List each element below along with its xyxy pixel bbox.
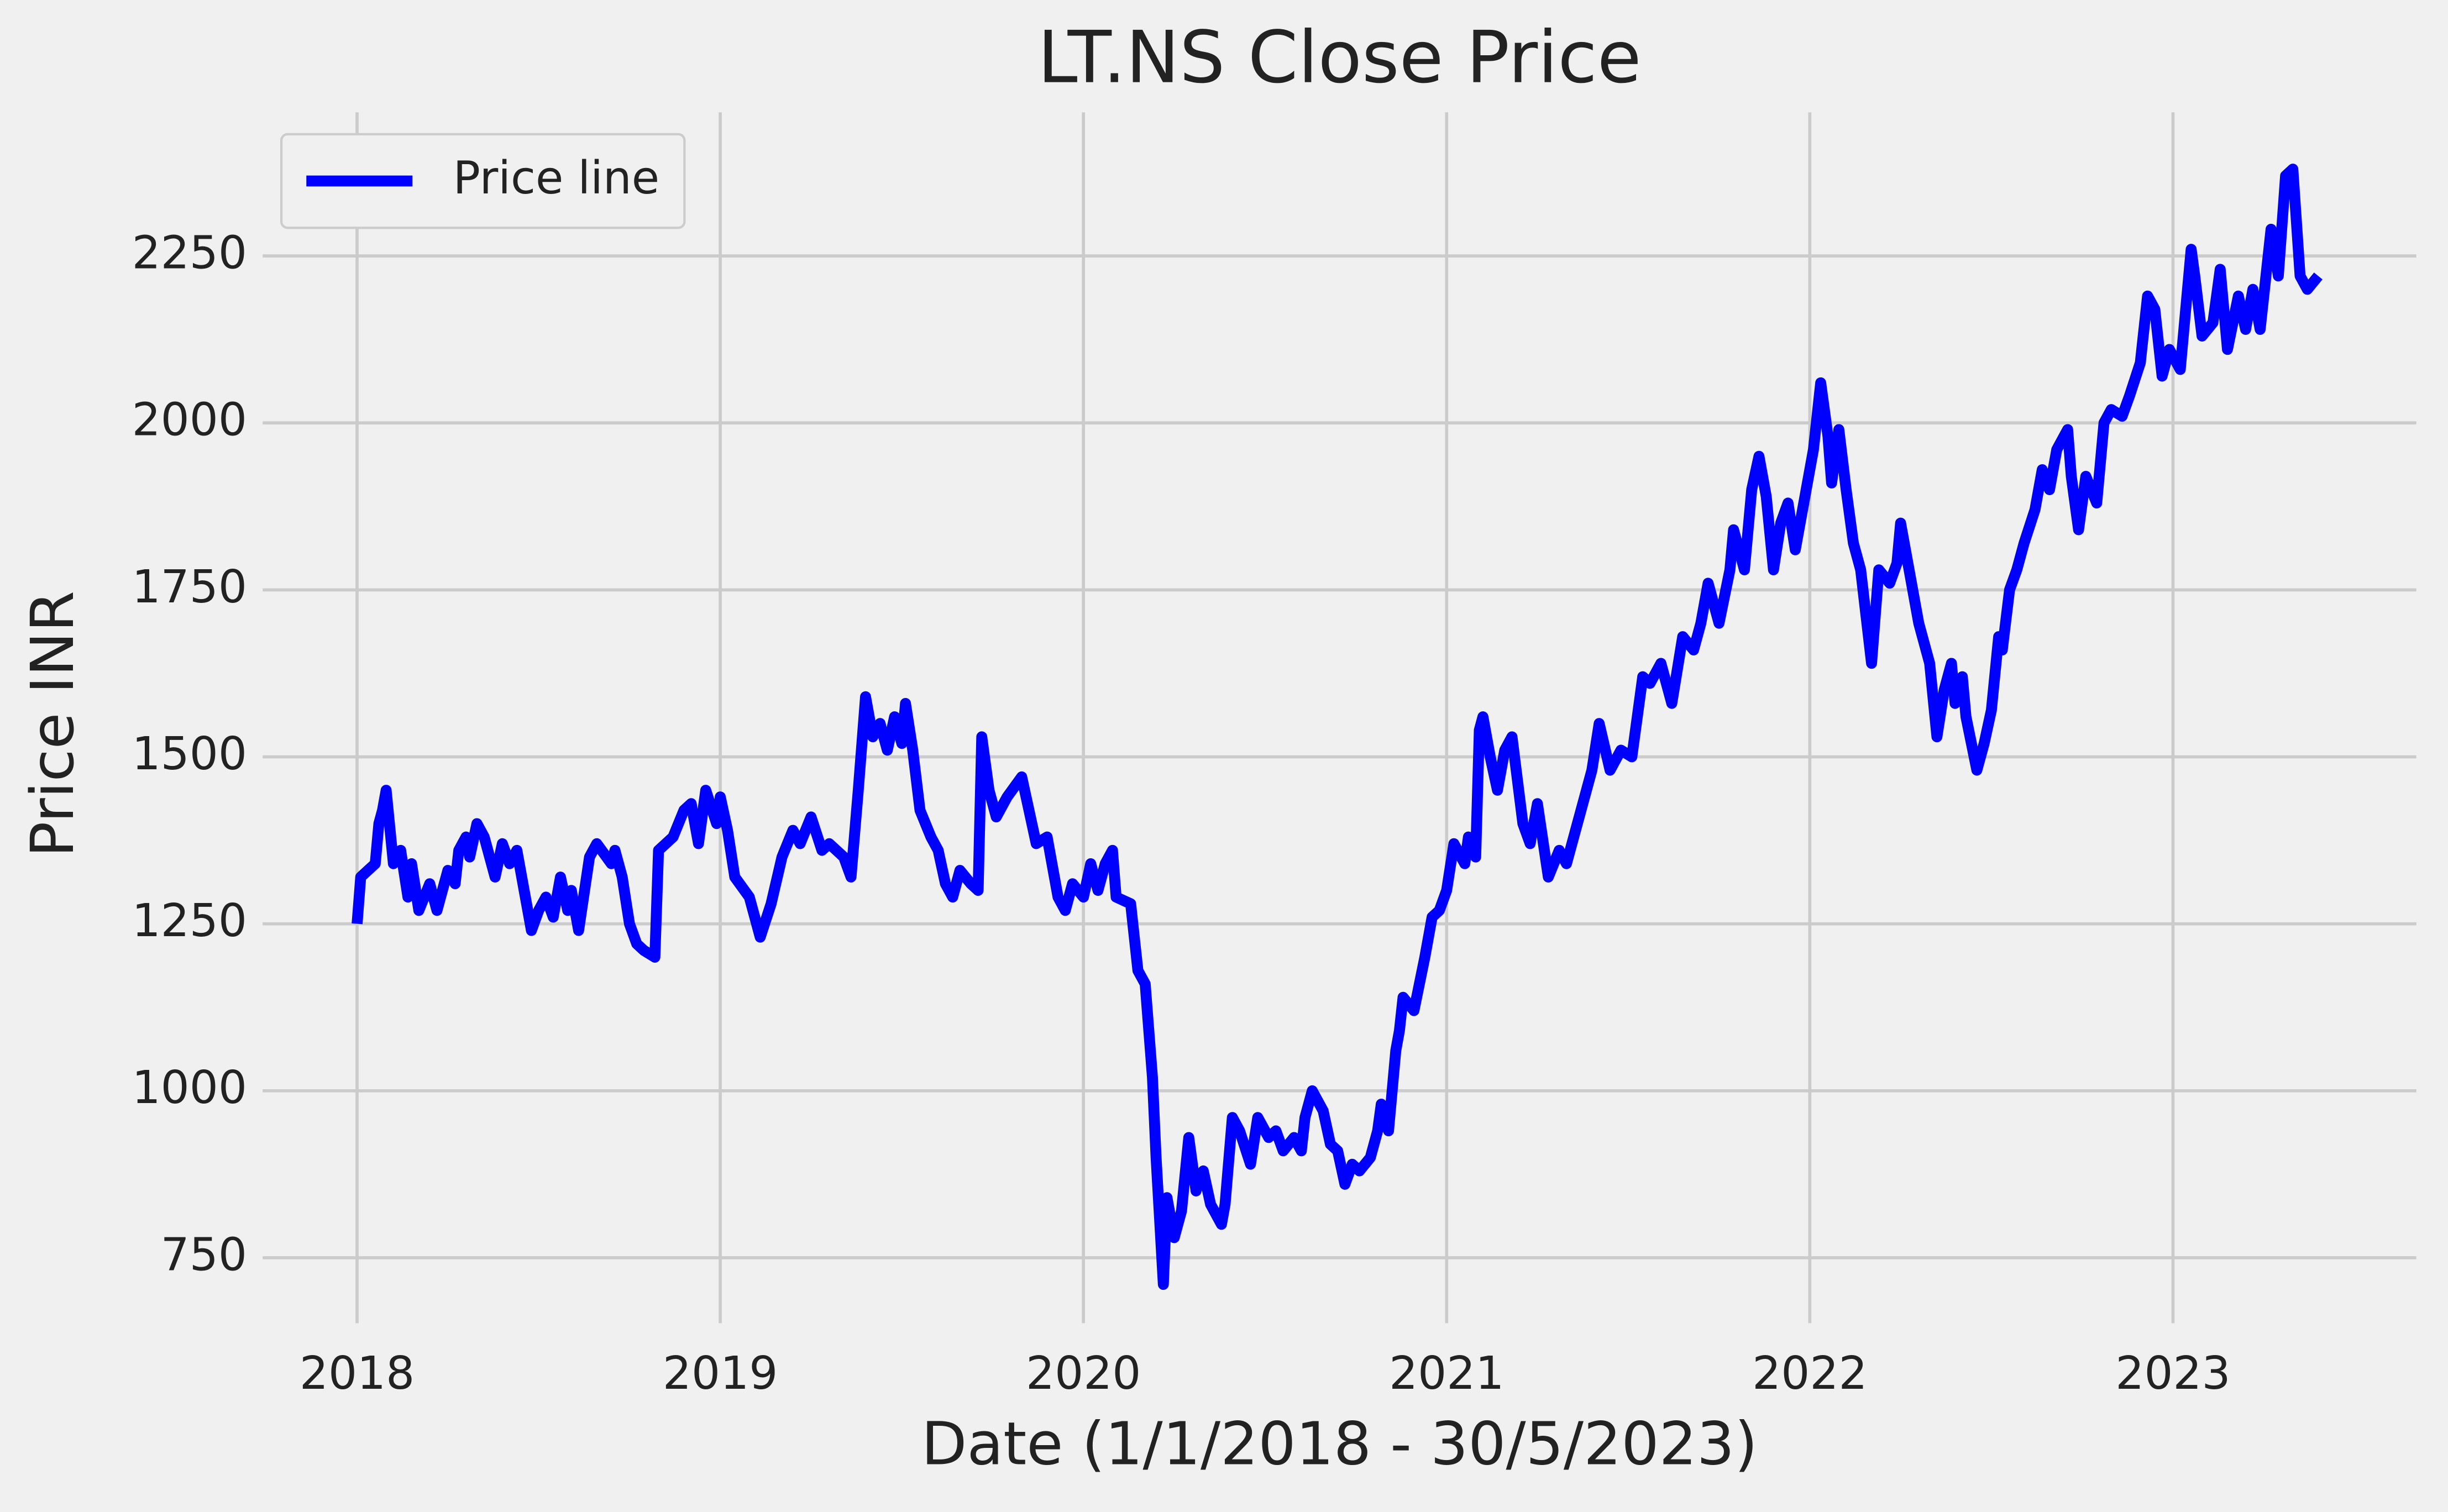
x-tick-label: 2020 xyxy=(1026,1347,1141,1400)
x-tick-label: 2021 xyxy=(1389,1347,1504,1400)
x-tick-label: 2019 xyxy=(663,1347,778,1400)
x-tick-label: 2022 xyxy=(1752,1347,1867,1400)
y-tick-label: 1500 xyxy=(132,728,247,780)
x-tick-label: 2023 xyxy=(2115,1347,2230,1400)
y-tick-label: 2000 xyxy=(132,394,247,447)
legend-box xyxy=(280,133,686,229)
legend: Price line xyxy=(280,133,686,229)
y-tick-label: 750 xyxy=(161,1229,247,1281)
plot-area xyxy=(352,164,2323,1290)
price-line xyxy=(352,164,2323,1290)
grid: 750 1000 1250 1500 1750 2000 2250 2018 2019 2020 2… xyxy=(132,112,2416,1400)
chart-title: LT.NS Close Price xyxy=(1037,15,1641,99)
y-tick-label: 1000 xyxy=(132,1062,247,1114)
y-axis-label: Price INR xyxy=(18,591,87,857)
x-axis-label: Date (1/1/2018 - 30/5/2023) xyxy=(921,1410,1758,1479)
y-tick-label: 1250 xyxy=(132,895,247,947)
y-tick-label: 1750 xyxy=(132,561,247,613)
legend-label: Price line xyxy=(453,152,660,204)
x-tick-label: 2018 xyxy=(300,1347,415,1400)
y-tick-label: 2250 xyxy=(132,227,247,280)
